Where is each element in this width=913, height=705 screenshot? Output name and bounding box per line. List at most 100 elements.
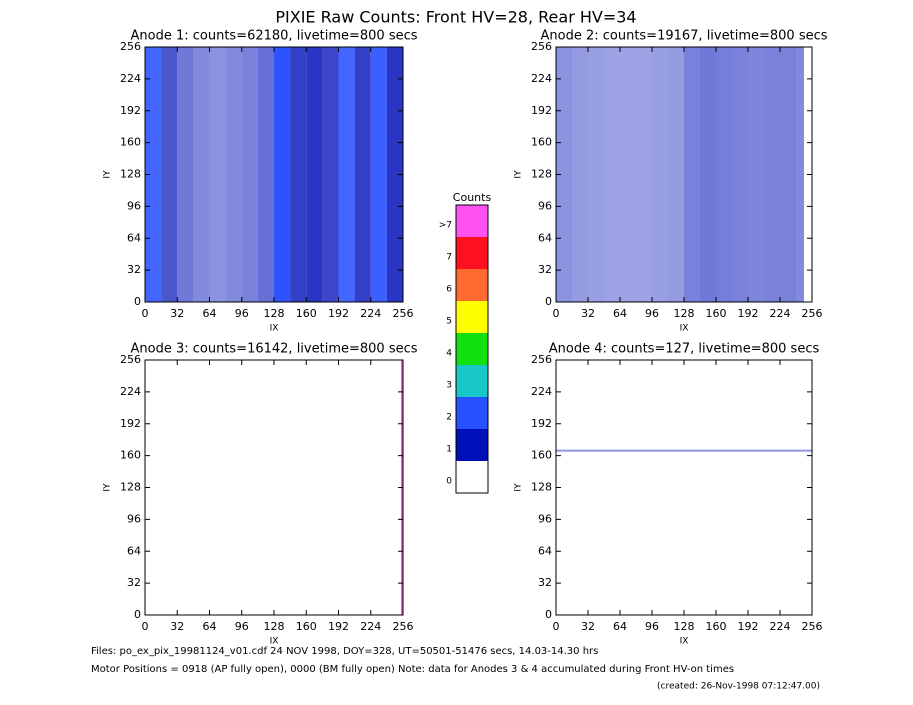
x-tick-label: 128 [674,620,695,633]
x-tick-label: 224 [770,620,791,633]
x-tick-label: 224 [770,307,791,320]
x-axis-label: IX [270,637,279,647]
colorbar-label: 1 [446,445,452,455]
x-tick-label: 64 [203,307,217,320]
colorbar-label: 2 [446,413,452,423]
x-tick-label: 192 [328,307,349,320]
plot-frame [144,359,404,616]
density-cell [780,47,796,302]
panel-title: Anode 1: counts=62180, livetime=800 secs [130,29,417,44]
footer-line: (created: 26-Nov-1998 07:12:47.00) [657,682,820,692]
density-cell [209,47,226,302]
density-cell [604,47,620,302]
y-tick-label: 0 [545,608,552,621]
density-cell [572,47,588,302]
y-axis-label: IY [514,170,524,179]
y-tick-label: 256 [120,40,141,53]
x-tick-label: 192 [738,307,759,320]
y-tick-label: 128 [531,481,552,494]
x-tick-label: 96 [235,620,249,633]
y-tick-label: 160 [120,449,141,462]
page-title: PIXIE Raw Counts: Front HV=28, Rear HV=3… [275,8,636,27]
density-cell [684,47,700,302]
x-tick-label: 128 [264,307,285,320]
density-cell [274,47,291,302]
y-tick-label: 96 [538,199,552,212]
colorbar-label: 3 [446,381,452,391]
y-tick-label: 224 [531,385,552,398]
density-cell [700,47,716,302]
density-cell [241,47,258,302]
colorbar-cell [456,205,488,237]
colorbar-label: 0 [446,477,452,487]
x-tick-label: 32 [170,620,184,633]
x-tick-label: 0 [142,307,149,320]
y-tick-label: 224 [120,385,141,398]
colorbar-cell [456,461,488,493]
x-tick-label: 256 [393,307,414,320]
density-cell [193,47,210,302]
y-tick-label: 96 [127,199,141,212]
plot-frame [555,359,813,616]
density-cell [556,449,812,452]
x-tick-label: 64 [613,620,627,633]
density-cell [732,47,748,302]
x-tick-label: 96 [235,307,249,320]
x-tick-label: 32 [581,620,595,633]
colorbar-cell [456,365,488,397]
x-axis-label: IX [680,324,689,334]
x-tick-label: 96 [645,307,659,320]
footer-line: Motor Positions = 0918 (AP fully open), … [91,664,734,675]
x-tick-label: 32 [581,307,595,320]
y-tick-label: 64 [538,231,552,244]
x-tick-label: 224 [360,307,381,320]
x-tick-label: 0 [553,307,560,320]
colorbar-cell [456,333,488,365]
y-tick-label: 192 [531,417,552,430]
y-tick-label: 96 [538,512,552,525]
y-tick-label: 128 [120,481,141,494]
x-tick-label: 256 [393,620,414,633]
colorbar-cell [456,301,488,333]
y-tick-label: 96 [127,512,141,525]
density-cell [338,47,355,302]
x-axis-label: IX [270,324,279,334]
y-tick-label: 32 [538,576,552,589]
density-cell [796,47,804,302]
x-tick-label: 64 [203,620,217,633]
density-cell [322,47,339,302]
y-tick-label: 32 [127,576,141,589]
y-tick-label: 64 [127,231,141,244]
x-tick-label: 256 [802,307,823,320]
y-tick-label: 0 [134,608,141,621]
y-tick-label: 256 [531,353,552,366]
x-tick-label: 192 [738,620,759,633]
density-cell [370,47,387,302]
colorbar-title: Counts [453,191,492,204]
y-tick-label: 160 [531,449,552,462]
y-tick-label: 32 [538,263,552,276]
x-tick-label: 96 [645,620,659,633]
x-tick-label: 32 [170,307,184,320]
y-axis-label: IY [103,170,113,179]
y-tick-label: 0 [545,295,552,308]
y-tick-label: 224 [531,72,552,85]
y-tick-label: 160 [531,136,552,149]
y-tick-label: 128 [120,168,141,181]
x-tick-label: 0 [142,620,149,633]
density-cell [354,47,371,302]
density-cell [620,47,636,302]
density-cell [257,47,274,302]
density-cell [225,47,242,302]
colorbar-label: >7 [439,221,452,231]
density-cell [290,47,307,302]
y-tick-label: 256 [120,353,141,366]
panel-title: Anode 2: counts=19167, livetime=800 secs [540,29,827,44]
density-cell [177,47,194,302]
density-cell [306,47,323,302]
y-tick-label: 192 [120,104,141,117]
x-tick-label: 128 [674,307,695,320]
y-tick-label: 256 [531,40,552,53]
density-cell [652,47,668,302]
y-tick-label: 128 [531,168,552,181]
